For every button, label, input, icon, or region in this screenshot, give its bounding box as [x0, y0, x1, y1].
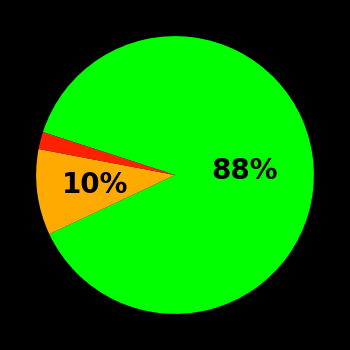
- Wedge shape: [43, 36, 314, 314]
- Text: 88%: 88%: [211, 157, 278, 185]
- Wedge shape: [38, 132, 175, 175]
- Text: 10%: 10%: [62, 171, 128, 199]
- Wedge shape: [36, 149, 175, 234]
